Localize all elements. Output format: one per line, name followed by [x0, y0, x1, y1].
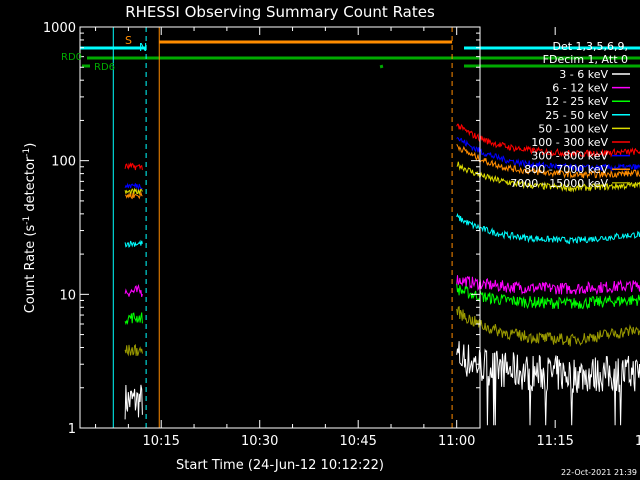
chart-title: RHESSI Observing Summary Count Rates: [125, 3, 435, 21]
series-line: [456, 161, 640, 193]
y-axis-label-exp1: -1: [22, 216, 32, 225]
legend-label: 50 - 100 keV: [538, 122, 608, 135]
series-line: [124, 239, 143, 248]
legend-label: 25 - 50 keV: [545, 109, 608, 122]
legend-label: 12 - 25 keV: [545, 95, 608, 108]
series-1: [124, 275, 640, 298]
chart-marks: [80, 27, 640, 428]
legend-label: 800 - 7000 keV: [524, 163, 608, 176]
y-axis-label-end: ): [23, 143, 38, 148]
x-axis-label: Start Time (24-Jun-12 10:12:22): [176, 458, 384, 473]
x-tick-label: 10:30: [241, 434, 278, 449]
series-3: [124, 212, 640, 248]
series-line: [456, 137, 640, 173]
series-line: [124, 284, 143, 298]
timestamp: 22-Oct-2021 21:39: [561, 468, 637, 477]
series-line: [456, 275, 640, 296]
series-line: [456, 283, 640, 310]
legend-label: 300 - 800 keV: [531, 150, 608, 163]
y-tick-label: 10: [59, 288, 76, 303]
legend-label: 7000 - 15000 keV: [510, 177, 608, 190]
series-line: [124, 161, 143, 171]
series-line: [124, 344, 143, 357]
legend-header-1: Det 1,3,5,6,9,: [552, 40, 628, 53]
flag-labels: S N RD0 RD6: [61, 34, 147, 73]
series-line: [456, 341, 640, 426]
x-tick-label: 10:15: [142, 434, 179, 449]
rd0-flag-label: RD0: [61, 52, 82, 63]
series-6: [124, 137, 640, 191]
y-axis-label-main: Count Rate (s: [23, 225, 38, 314]
series-line: [124, 182, 143, 191]
series-line: [124, 187, 143, 196]
series-line: [456, 212, 640, 245]
plot-frame: [79, 26, 481, 429]
y-axis-label: Count Rate (s-1 detector-1): [22, 143, 38, 314]
x-tick-label: 11:00: [438, 434, 475, 449]
x-tick-label: 11:15: [536, 434, 573, 449]
series-line: [124, 384, 143, 420]
series-0: [124, 341, 640, 426]
saa-flag-label: S: [125, 34, 132, 47]
y-tick-label: 1: [68, 422, 76, 437]
x-tick-label: 10:45: [339, 434, 376, 449]
y-axis-label-exp2: -1: [22, 148, 32, 157]
legend-label: 100 - 300 keV: [531, 136, 608, 149]
series-line: [124, 312, 143, 326]
series-4: [124, 161, 640, 196]
series-8: [124, 306, 640, 357]
y-axis-label-mid: detector: [23, 156, 38, 216]
series-line: [456, 144, 640, 180]
series-5: [124, 123, 640, 171]
night-flag-label: N: [139, 41, 147, 54]
series-2: [124, 283, 640, 326]
rd6-flag-label: RD6: [94, 62, 115, 73]
series-line: [456, 306, 640, 347]
series-line: [124, 190, 143, 200]
y-ticks: 1 10 100 1000: [43, 21, 480, 437]
rd6-flag-tick: [379, 64, 384, 69]
legend-label: 3 - 6 keV: [559, 68, 608, 81]
legend-label: 6 - 12 keV: [552, 82, 608, 95]
y-tick-label: 1000: [43, 21, 76, 36]
series-line: [456, 123, 640, 159]
series-7: [124, 144, 640, 200]
legend: Det 1,3,5,6,9, FDecim 1, Att 0 3 - 6 keV…: [510, 40, 630, 190]
legend-header-2: FDecim 1, Att 0: [543, 53, 628, 66]
y-tick-label: 100: [51, 155, 76, 170]
x-tick-label: 11:30: [635, 434, 640, 449]
